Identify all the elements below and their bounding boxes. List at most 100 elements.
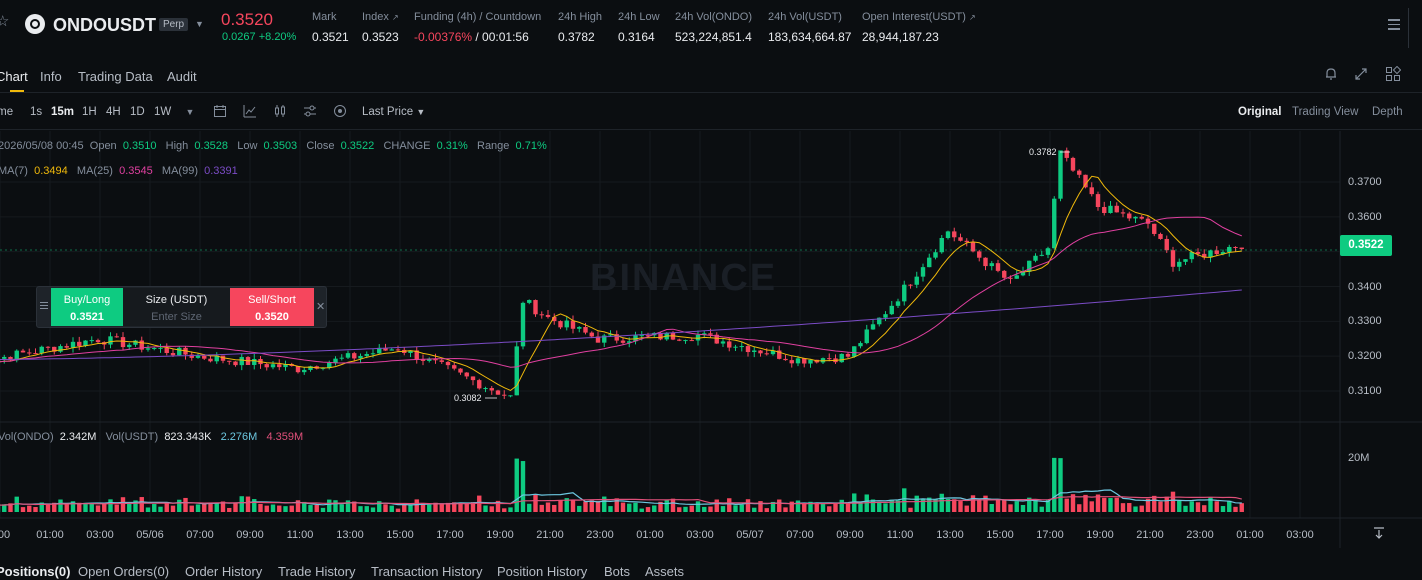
volume-bar (770, 501, 776, 512)
tab-trading-data[interactable]: Trading Data (78, 69, 153, 84)
candle-body (1064, 150, 1069, 158)
external-link-icon[interactable]: ↗ (968, 13, 976, 22)
tab-transaction-history[interactable]: Transaction History (371, 564, 483, 579)
candle-body (777, 350, 782, 359)
buy-long-button[interactable]: Buy/Long 0.3521 (51, 288, 123, 326)
time-axis-label: 01:00 (636, 529, 664, 541)
tab-bots[interactable]: Bots (604, 564, 631, 579)
ma7-value: 0.3494 (34, 165, 68, 177)
calendar-icon[interactable] (212, 104, 228, 120)
funding-rate: -0.00376% (414, 30, 473, 44)
target-icon[interactable] (332, 104, 348, 120)
tab-audit[interactable]: Audit (167, 69, 197, 84)
time-axis-label: 05/07 (736, 529, 764, 541)
volume-bar (939, 493, 944, 512)
bell-icon[interactable] (1324, 67, 1338, 81)
view-trading-view[interactable]: Trading View (1292, 106, 1359, 118)
tab-trade-history[interactable]: Trade History (278, 564, 356, 579)
symbol-name[interactable]: ONDOUSDT (53, 15, 156, 35)
more-menu-icon[interactable] (1388, 19, 1400, 30)
candle-body (8, 356, 13, 361)
scroll-to-latest-icon[interactable] (1372, 526, 1386, 540)
price-axis-label: 0.3200 (1348, 350, 1382, 362)
time-axis-label: 07:00 (186, 529, 214, 541)
candle-body (364, 354, 369, 356)
price-type-select[interactable]: Last Price ▼ (362, 106, 426, 118)
interval-dropdown-icon[interactable]: ▼ (185, 107, 195, 117)
volume-bar (414, 499, 419, 512)
mark-label: Mark (312, 11, 337, 23)
candle-body (989, 263, 994, 267)
tab-chart[interactable]: Chart (0, 69, 28, 84)
volume-bar (1227, 500, 1232, 512)
24h-vol-ondo-label: 24h Vol(ONDO) (675, 11, 753, 23)
volume-bar (533, 494, 538, 512)
volume-bar (702, 506, 707, 512)
volume-bar (514, 458, 519, 512)
24h-low-label: 24h Low (618, 11, 660, 23)
ma25-line (0, 216, 1242, 368)
size-input[interactable]: Size (USDT) Enter Size (123, 288, 230, 326)
candle-body (1102, 207, 1107, 213)
external-link-icon[interactable]: ↗ (391, 13, 399, 22)
tab-order-history[interactable]: Order History (185, 564, 263, 579)
candle-body (758, 350, 763, 354)
interval-1d[interactable]: 1D (130, 106, 145, 118)
price-chart[interactable]: BINANCE (0, 131, 1422, 551)
24h-high-label: 24h High (558, 11, 603, 23)
interval-15m[interactable]: 15m (51, 106, 75, 118)
settings-sliders-icon[interactable] (302, 104, 318, 120)
volume-bar (1195, 502, 1201, 512)
candle-body (577, 327, 582, 329)
symbol-dropdown-icon[interactable]: ▼ (195, 19, 204, 29)
chart-type-icon[interactable] (272, 104, 288, 120)
index-label: Index ↗ (362, 11, 399, 23)
volume-bar (595, 501, 601, 512)
candle-body (177, 347, 182, 356)
time-axis-label: 07:00 (786, 529, 814, 541)
candle-body (927, 257, 932, 268)
tab-positions[interactable]: Positions(0) (0, 564, 71, 579)
candle-body (802, 358, 807, 364)
candle-body (502, 394, 507, 396)
view-depth[interactable]: Depth (1372, 106, 1403, 118)
candle-body (958, 237, 963, 241)
interval-1h[interactable]: 1H (82, 106, 97, 118)
indicator-icon[interactable] (242, 104, 258, 120)
sell-short-button[interactable]: Sell/Short 0.3520 (230, 288, 314, 326)
volume-bar (452, 502, 457, 512)
layout-grid-icon[interactable] (1385, 65, 1402, 82)
interval-1s[interactable]: 1s (30, 106, 43, 118)
price-change-pct: +8.20% (258, 31, 297, 43)
volume-bar (8, 503, 13, 512)
candle-body (58, 346, 63, 352)
volume-bar (602, 496, 607, 512)
volume-bar (1089, 501, 1094, 512)
tab-open-orders[interactable]: Open Orders(0) (78, 564, 170, 579)
volume-bar (1202, 505, 1207, 512)
tab-info[interactable]: Info (40, 69, 62, 84)
expand-icon[interactable] (1354, 67, 1368, 81)
drag-handle-icon[interactable] (40, 302, 48, 309)
time-axis-label: 11:00 (286, 529, 314, 541)
volume-bar (977, 499, 982, 512)
close-icon[interactable]: ✕ (316, 301, 326, 313)
candle-body (452, 365, 457, 369)
star-icon[interactable]: ☆ (0, 13, 10, 30)
volume-bar (1214, 501, 1219, 512)
candle-body (377, 347, 382, 354)
candle-body (45, 346, 51, 348)
volume-bar (1208, 497, 1213, 512)
volume-bar (645, 507, 651, 512)
tab-position-history[interactable]: Position History (497, 564, 588, 579)
time-axis-label: 13:00 (936, 529, 964, 541)
volume-bar (302, 501, 307, 512)
volume-bar (14, 496, 19, 512)
interval-1w[interactable]: 1W (154, 106, 172, 118)
open-interest-value: 28,944,187.23 (862, 30, 939, 44)
candle-body (95, 340, 101, 343)
view-original[interactable]: Original (1238, 106, 1282, 118)
volume-bar (439, 503, 444, 512)
tab-assets[interactable]: Assets (645, 564, 685, 579)
interval-4h[interactable]: 4H (106, 106, 121, 118)
